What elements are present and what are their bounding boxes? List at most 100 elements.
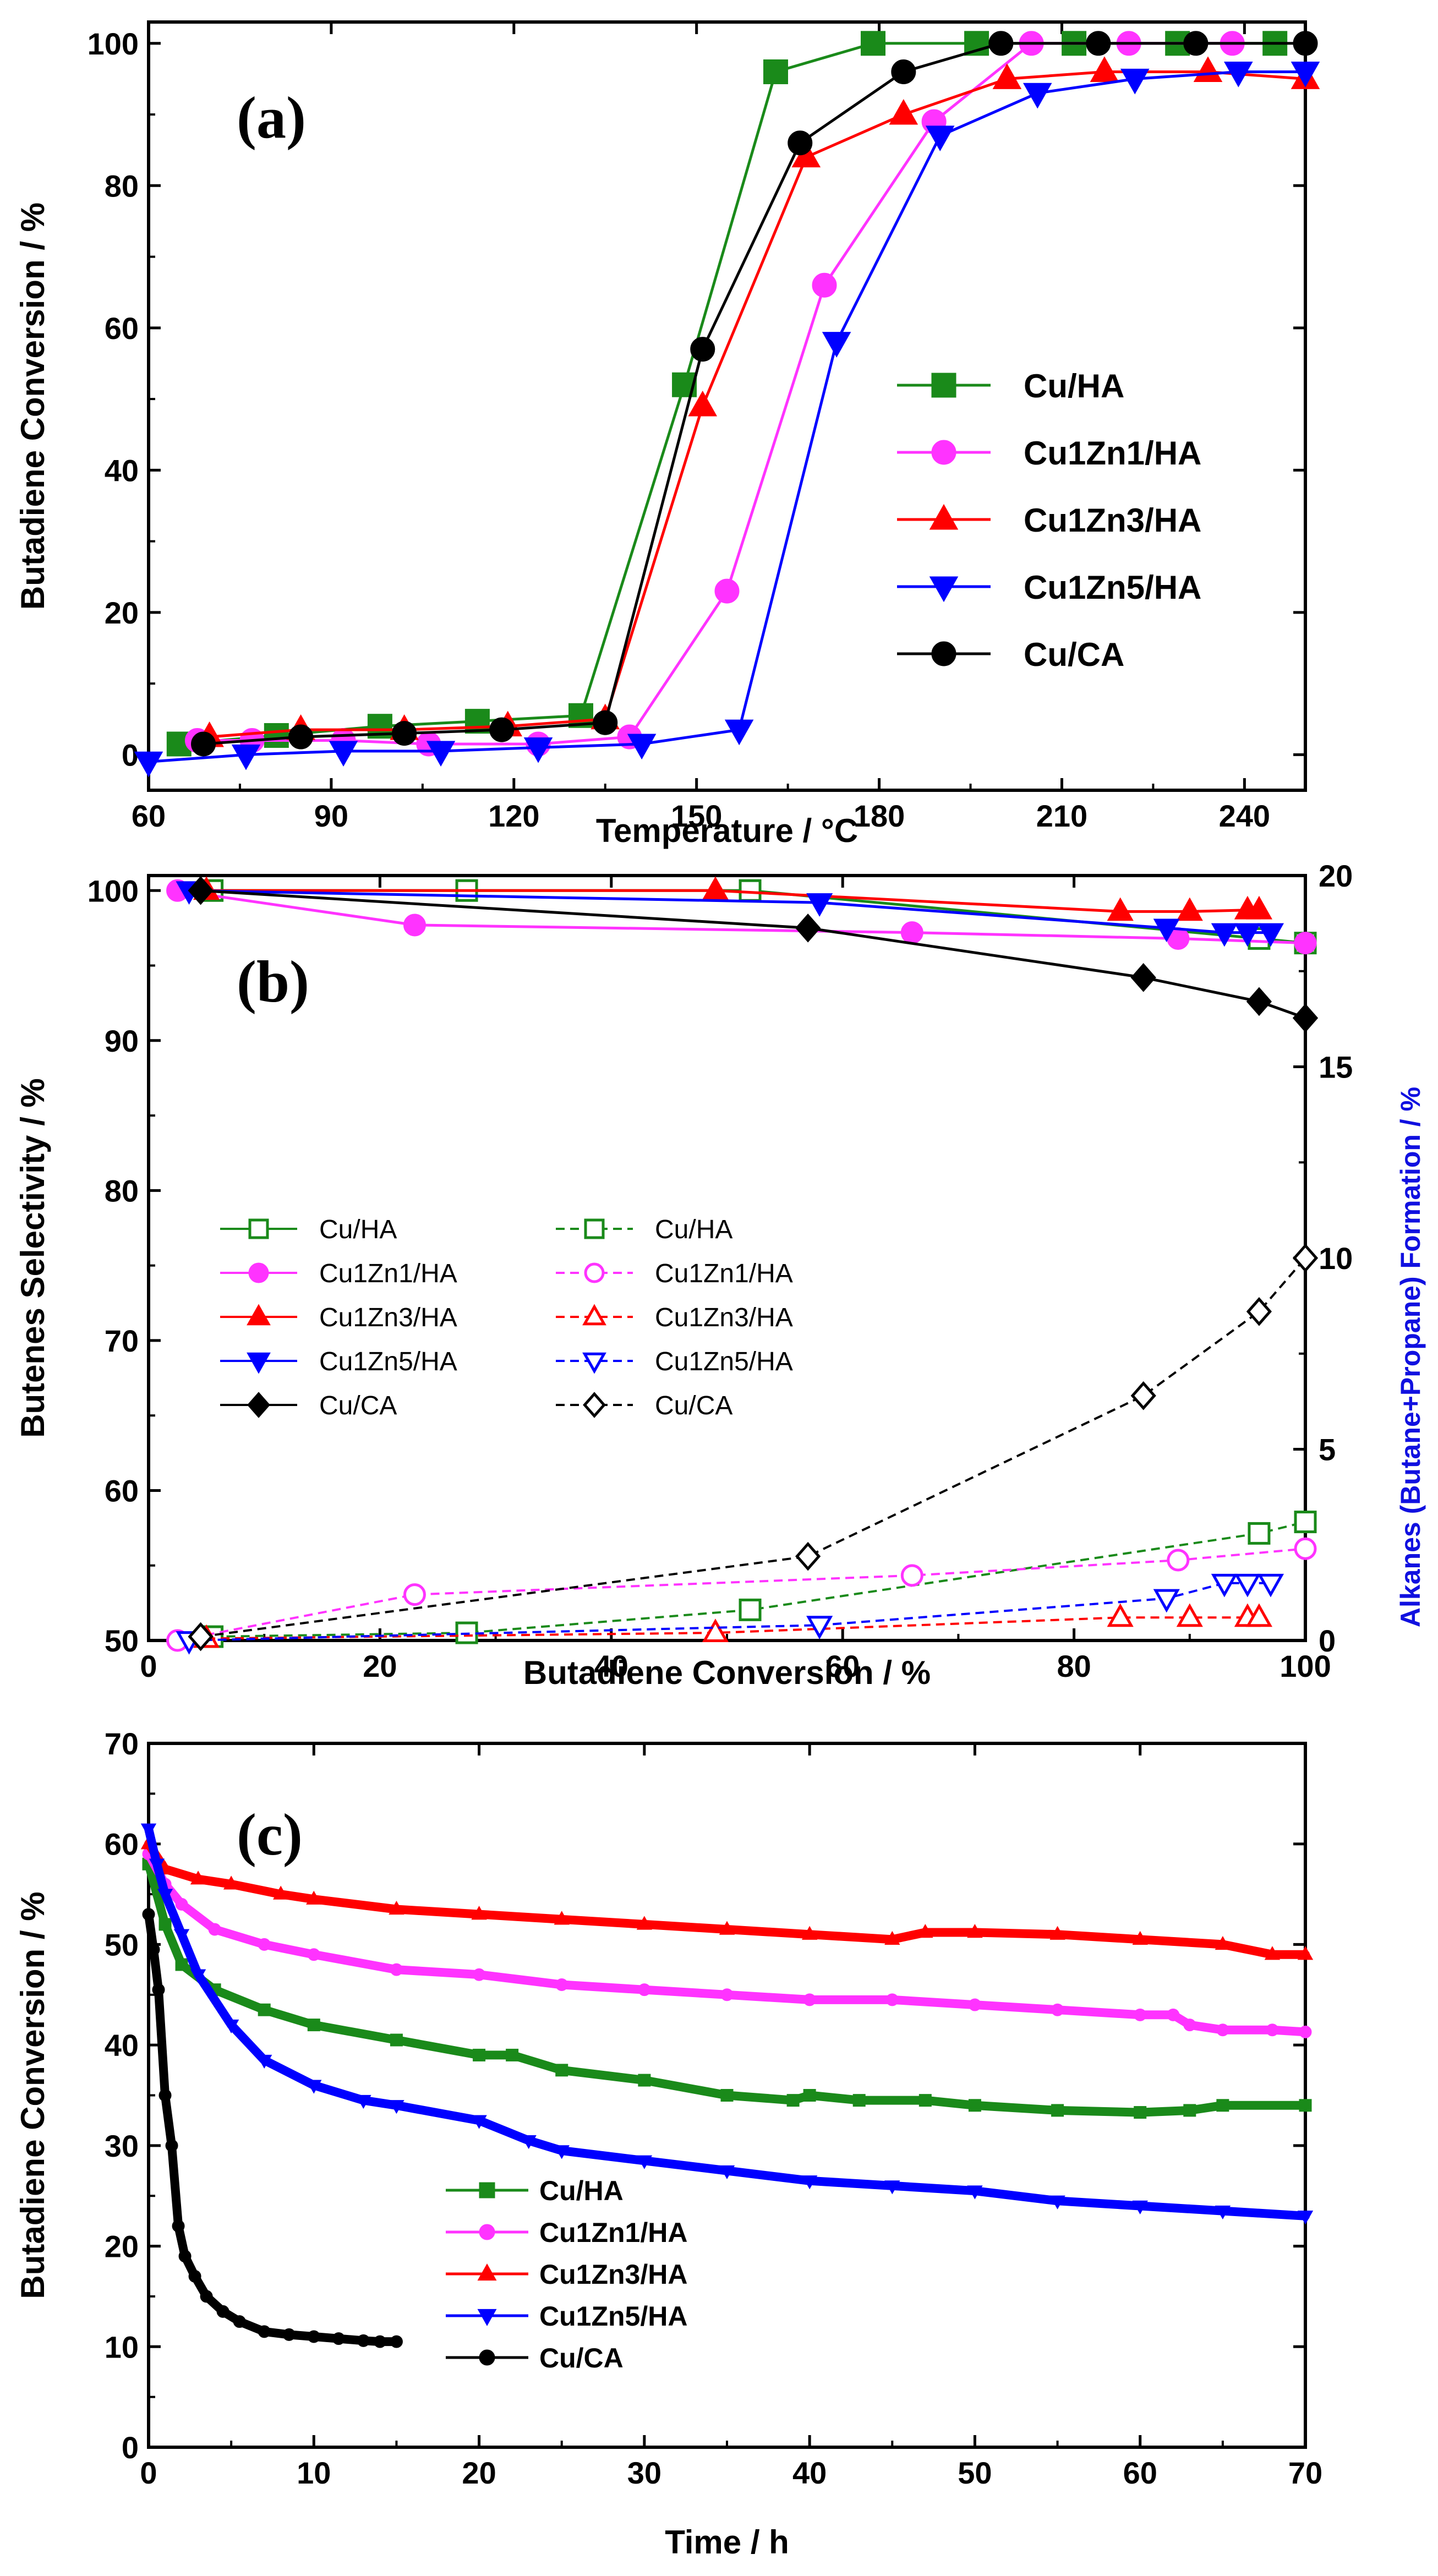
data-point-cu1zn1-ha bbox=[1266, 2023, 1279, 2037]
legend-label: Cu/CA bbox=[1024, 636, 1124, 673]
legend-label: Cu1Zn3/HA bbox=[319, 1303, 457, 1332]
data-point-cu-ha bbox=[964, 31, 989, 56]
data-point-cu1zn5-ha bbox=[1211, 923, 1238, 947]
data-point-cu-ca bbox=[1293, 31, 1318, 56]
y-tick-label: 40 bbox=[105, 453, 139, 488]
data-point-cu1zn3-ha bbox=[1107, 1603, 1134, 1627]
legend-label: Cu1Zn1/HA bbox=[319, 1259, 457, 1288]
data-point-cu1zn5-ha bbox=[1120, 68, 1150, 95]
series-line-cu-ha bbox=[144, 1859, 1310, 2117]
x-tick-label: 210 bbox=[1036, 798, 1087, 833]
data-point-cu1zn5-ha bbox=[223, 2019, 239, 2034]
x-tick-label: 60 bbox=[825, 1649, 860, 1683]
legend-marker bbox=[583, 1392, 606, 1418]
data-point-cu1zn1-ha bbox=[720, 1988, 734, 2001]
series-cu-ca-left bbox=[188, 876, 1319, 1033]
data-point-cu1zn5-ha bbox=[521, 2135, 537, 2150]
legend-marker bbox=[479, 2224, 495, 2240]
data-point-cu-ca bbox=[258, 2325, 271, 2338]
data-point-cu1zn3-ha bbox=[471, 1906, 487, 1920]
y-tick-label: 100 bbox=[88, 26, 139, 61]
data-point-cu-ca bbox=[593, 710, 618, 735]
x-axis-label: Time / h bbox=[665, 2524, 789, 2561]
x-tick-label: 0 bbox=[140, 2455, 157, 2490]
legend-label: Cu1Zn1/HA bbox=[539, 2217, 687, 2248]
data-point-cu-ha bbox=[390, 2033, 403, 2047]
series-line-cu1zn3-ha bbox=[144, 1839, 1310, 1959]
y-right-tick-label: 20 bbox=[1319, 858, 1353, 893]
data-point-cu-ca bbox=[282, 2328, 296, 2341]
series-line-cu1zn3-ha bbox=[209, 70, 1306, 739]
series-cu-ca-right bbox=[188, 1243, 1319, 1651]
data-point-cu1zn3-ha bbox=[889, 99, 918, 125]
x-axis-label: Temperature / °C bbox=[596, 812, 858, 849]
series-cu-ha-right bbox=[201, 1511, 1317, 1648]
data-point-cu1zn1-ha bbox=[473, 1968, 486, 1981]
plot-frame bbox=[147, 20, 1307, 792]
data-point-cu1zn3-ha bbox=[306, 1890, 322, 1905]
data-point-cu-ha bbox=[918, 2094, 932, 2107]
data-point-cu1zn3-ha bbox=[636, 1916, 653, 1930]
data-point-cu-ha bbox=[506, 2048, 519, 2061]
data-point-cu1zn3-ha bbox=[967, 1924, 983, 1938]
legend-marker bbox=[931, 440, 956, 465]
y-tick-label: 90 bbox=[105, 1024, 139, 1058]
series-line-cu1zn1-ha bbox=[177, 1547, 1306, 1642]
legend-label: Cu/CA bbox=[319, 1391, 397, 1420]
legend-marker bbox=[582, 1352, 606, 1374]
data-point-cu-ca bbox=[690, 337, 715, 362]
data-point-cu-ca bbox=[390, 2335, 403, 2348]
data-point-cu-ca bbox=[1086, 31, 1111, 56]
data-point-cu1zn5-ha bbox=[967, 2185, 983, 2200]
data-point-cu-ca bbox=[1292, 1243, 1319, 1273]
y-right-tick-label: 10 bbox=[1319, 1241, 1353, 1276]
data-point-cu1zn5-ha bbox=[523, 737, 553, 763]
data-point-cu-ha bbox=[786, 2094, 800, 2107]
x-tick-label: 60 bbox=[132, 798, 166, 833]
data-point-cu1zn5-ha bbox=[1049, 2195, 1065, 2209]
data-point-cu-ha bbox=[1051, 2104, 1064, 2117]
series-cu-ha bbox=[142, 1857, 1312, 2119]
legend-label: Cu1Zn3/HA bbox=[539, 2259, 687, 2290]
data-point-cu-ca bbox=[188, 1622, 214, 1651]
data-point-cu-ha bbox=[1294, 1511, 1317, 1534]
x-tick-label: 70 bbox=[1288, 2455, 1322, 2490]
data-point-cu-ha bbox=[158, 1918, 172, 1931]
x-tick-label: 180 bbox=[854, 798, 905, 833]
legend-label: Cu1Zn1/HA bbox=[1024, 435, 1201, 472]
data-point-cu1zn1-ha bbox=[1134, 2008, 1147, 2021]
legend-marker bbox=[584, 1218, 605, 1239]
legend-marker bbox=[247, 1352, 271, 1374]
y-tick-label: 20 bbox=[105, 595, 139, 630]
legend-c: Cu/HA Cu1Zn1/HA Cu1Zn3/HA Cu1Zn5/HA Cu/CA bbox=[446, 2175, 687, 2373]
data-point-cu-ca bbox=[288, 724, 314, 750]
data-point-cu1zn3-ha bbox=[884, 1930, 900, 1945]
data-point-cu1zn1-ha bbox=[1167, 2008, 1180, 2021]
data-point-cu1zn3-ha bbox=[1245, 1603, 1273, 1627]
data-point-cu1zn5-ha bbox=[1132, 2200, 1148, 2214]
data-point-cu1zn3-ha bbox=[719, 1921, 735, 1935]
legend-marker bbox=[584, 1262, 605, 1283]
data-point-cu1zn3-ha bbox=[389, 1901, 404, 1915]
series-cu-ca bbox=[191, 31, 1318, 757]
data-point-cu1zn5-ha bbox=[884, 2180, 900, 2195]
legend-marker bbox=[479, 2349, 495, 2366]
data-point-cu-ca bbox=[142, 1908, 155, 1921]
data-point-cu1zn5-ha bbox=[1297, 2211, 1314, 2225]
legend-marker bbox=[247, 1304, 271, 1326]
data-point-cu1zn3-ha bbox=[1176, 1603, 1203, 1627]
panel-b-label: (b) bbox=[237, 949, 309, 1015]
data-point-cu1zn3-ha bbox=[1193, 56, 1223, 82]
data-point-cu-ca bbox=[392, 721, 417, 746]
y-tick-label: 70 bbox=[105, 1726, 139, 1761]
y-right-tick-label: 15 bbox=[1319, 1050, 1353, 1085]
x-tick-label: 20 bbox=[462, 2455, 496, 2490]
x-tick-label: 90 bbox=[314, 798, 348, 833]
x-tick-label: 10 bbox=[297, 2455, 331, 2490]
data-point-cu1zn1-ha bbox=[1294, 932, 1317, 955]
data-point-cu-ha bbox=[175, 1958, 188, 1971]
series-line-cu-ca bbox=[200, 889, 1306, 1020]
data-point-cu1zn3-ha bbox=[801, 1926, 818, 1940]
legend-marker bbox=[477, 2263, 497, 2281]
